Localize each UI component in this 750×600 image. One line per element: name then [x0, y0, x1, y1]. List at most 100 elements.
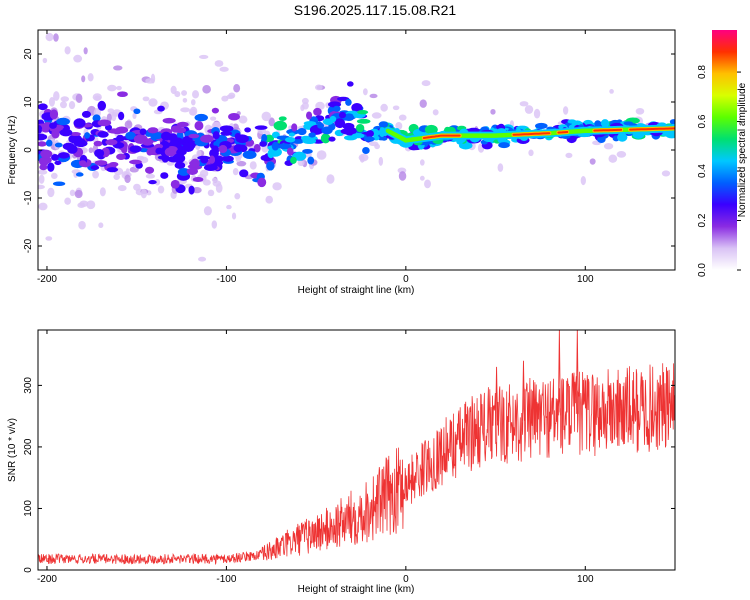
spectral-blob: [105, 139, 118, 146]
spectral-speckle: [589, 158, 596, 165]
spectral-blob: [334, 118, 346, 129]
spectral-speckle: [232, 167, 239, 176]
spectral-blob: [261, 134, 268, 142]
spectral-speckle: [148, 98, 158, 107]
spectral-blob: [51, 154, 59, 161]
spectral-blob: [174, 161, 186, 169]
spectral-blob: [52, 181, 66, 187]
spectral-blob: [38, 133, 48, 141]
spectral-blob: [182, 135, 193, 144]
spectral-blob: [467, 127, 480, 133]
spectral-speckle: [50, 172, 58, 180]
spectral-blob: [600, 119, 610, 128]
spectral-speckle: [419, 99, 427, 108]
figure-title: S196.2025.117.15.08.R21: [294, 2, 457, 18]
spectrogram-x-axis: -200 -100 0 100: [37, 30, 594, 285]
spectral-blob: [257, 177, 267, 188]
snr-spike: [557, 330, 561, 416]
spectral-speckle: [207, 189, 215, 197]
spectral-blob: [267, 149, 275, 159]
spectral-blob: [40, 149, 53, 159]
spectral-blob: [194, 113, 208, 122]
spectral-speckle: [635, 107, 645, 115]
spectral-blob: [424, 124, 438, 135]
spectral-speckle: [261, 111, 272, 122]
spectral-speckle: [125, 168, 130, 177]
spectral-blob: [366, 130, 375, 137]
spectral-speckle: [78, 220, 86, 230]
spectral-speckle: [380, 103, 388, 112]
spectral-blob: [112, 129, 123, 135]
spectral-blob: [235, 134, 249, 144]
spectral-blob: [343, 113, 355, 121]
spectral-blob: [362, 146, 370, 155]
spectral-blob: [356, 118, 371, 124]
y-tick-label: 0: [23, 147, 34, 153]
colorbar-label: Normalized spectral amplitude: [737, 82, 748, 217]
spectral-blob: [332, 105, 341, 112]
spectral-speckle: [189, 106, 198, 116]
spectral-speckle: [215, 183, 223, 193]
spectral-blob: [211, 107, 219, 114]
snr-y-axis: 0 100 200 300: [23, 377, 675, 573]
spectral-speckle: [145, 78, 155, 84]
x-tick-label: -100: [216, 274, 236, 285]
spectral-blob: [94, 160, 108, 166]
spectral-blob: [67, 144, 78, 154]
spectral-speckle: [113, 173, 120, 181]
spectral-speckle: [203, 206, 212, 216]
y-tick-label: 200: [23, 438, 34, 455]
spectral-speckle: [113, 65, 123, 71]
spectral-speckle: [142, 96, 150, 102]
spectral-speckle: [180, 107, 191, 113]
spectral-speckle: [99, 187, 106, 197]
spectral-speckle: [107, 108, 115, 114]
spectral-speckle: [398, 171, 407, 181]
spectral-speckle: [116, 85, 122, 91]
spectral-blob: [458, 141, 473, 150]
spectral-blob: [125, 131, 136, 140]
spectral-blob: [271, 141, 280, 151]
spectral-speckle: [42, 57, 48, 64]
x-tick-label: 0: [403, 274, 409, 285]
spectral-speckle: [192, 90, 200, 99]
spectral-blob: [208, 155, 216, 164]
spectral-blob: [285, 137, 296, 143]
spectral-speckle: [533, 108, 541, 119]
spectral-speckle: [661, 170, 671, 177]
spectral-speckle: [580, 175, 586, 186]
spectral-speckle: [202, 179, 211, 186]
spectral-blob: [347, 81, 354, 87]
spectrogram-y-axis: -20 -10 0 10 20: [23, 48, 675, 253]
snr-frame: [37, 329, 676, 571]
spectral-blob: [617, 132, 628, 142]
spectral-blob: [306, 111, 313, 120]
spectral-blob: [40, 156, 52, 164]
ridge-core-hot: [422, 134, 461, 139]
spectral-blob: [38, 103, 48, 111]
colorbar-tick-label: 0.8: [697, 65, 708, 79]
spectral-speckle: [87, 73, 94, 82]
spectral-blob: [79, 160, 87, 165]
spectral-speckle: [45, 32, 54, 42]
spectral-blob: [219, 125, 234, 132]
x-tick-label: -100: [216, 574, 236, 585]
spectral-blob: [355, 123, 365, 133]
spectral-speckle: [75, 93, 83, 103]
spectral-blob: [177, 121, 189, 128]
spectral-speckle: [132, 112, 137, 119]
spectral-blob: [212, 131, 220, 140]
spectral-blob: [291, 123, 298, 132]
spectral-speckle: [234, 193, 241, 200]
spectral-speckle: [196, 149, 202, 158]
y-tick-label: -10: [23, 190, 34, 205]
spectral-blob: [669, 119, 675, 125]
y-tick-label: -20: [23, 238, 34, 253]
spectral-speckle: [424, 179, 431, 189]
spectral-blob: [186, 167, 199, 175]
spectral-blob: [244, 127, 251, 133]
spectral-blob: [303, 121, 317, 126]
spectral-blob: [302, 148, 313, 154]
colorbar-tick-label: 0.6: [697, 114, 708, 128]
